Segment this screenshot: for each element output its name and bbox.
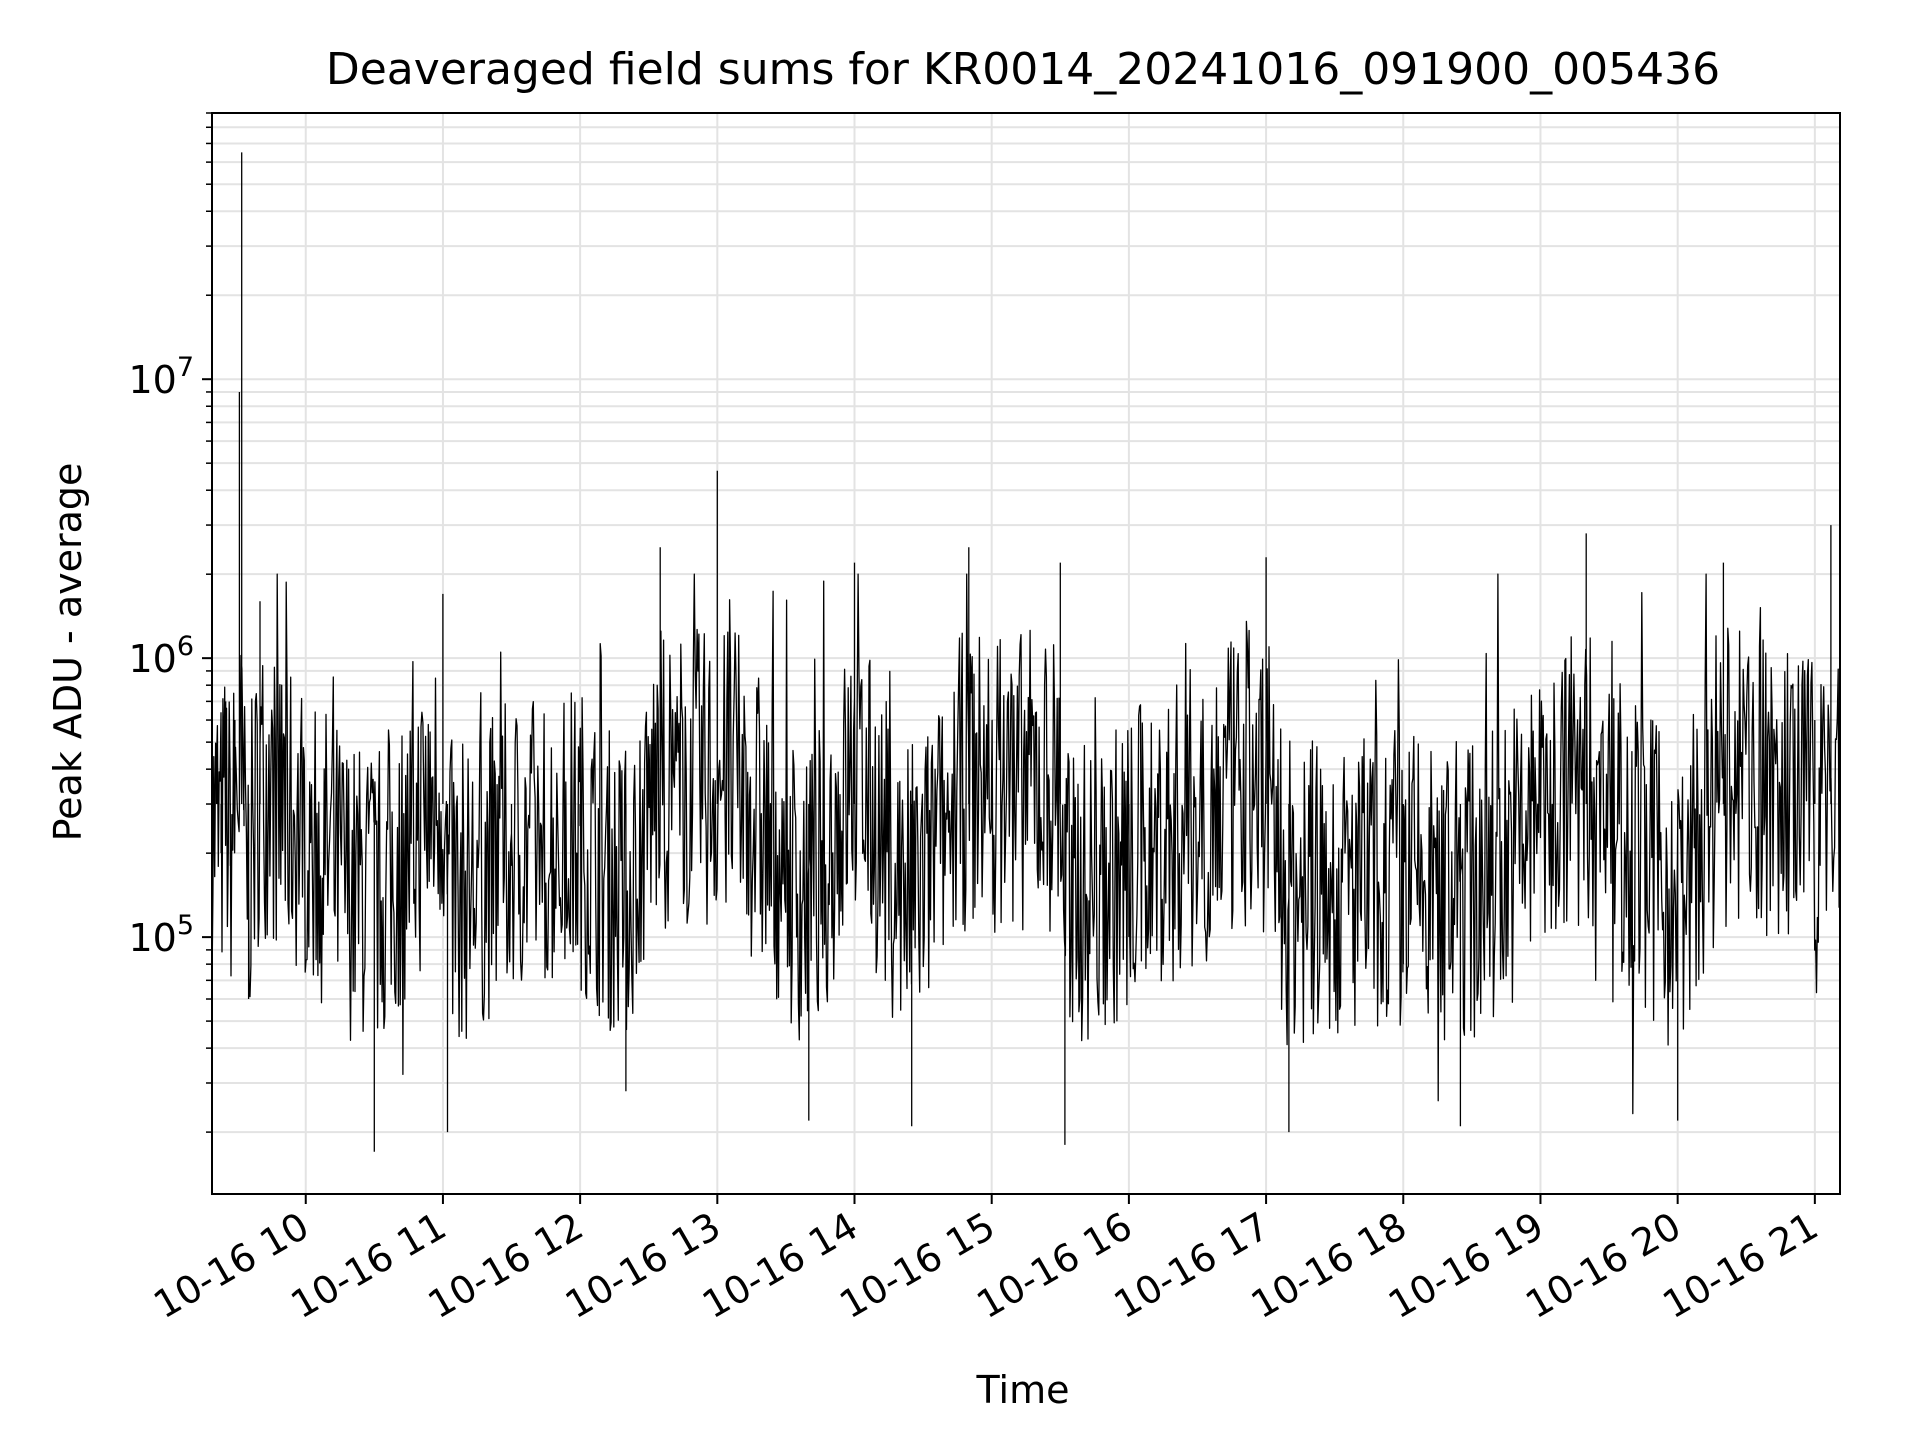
chart-title: Deaveraged field sums for KR0014_2024101… (326, 44, 1720, 95)
axes-frame (211, 112, 1841, 1195)
y-axis-label: Peak ADU - average (46, 463, 90, 842)
y-tick-label: 105 (128, 910, 194, 960)
y-tick-label: 106 (128, 631, 194, 681)
y-tick-label: 107 (128, 352, 194, 402)
x-axis-label: Time (976, 1368, 1070, 1412)
